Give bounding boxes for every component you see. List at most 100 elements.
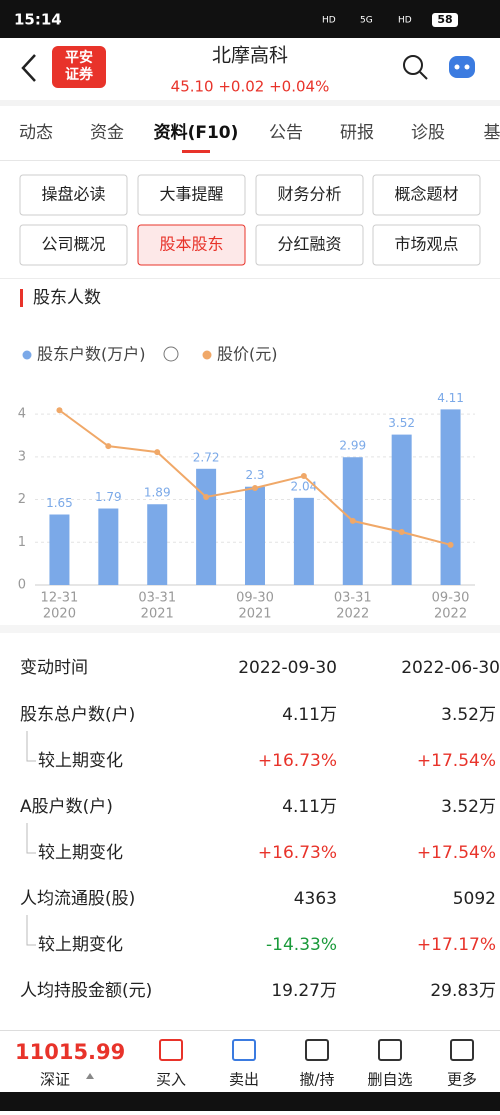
x-tick-label: 2021: [141, 607, 174, 622]
row-label: 股东总户数(户): [20, 705, 135, 725]
action-label[interactable]: 更多: [447, 1071, 477, 1089]
row-value: 5092: [453, 889, 496, 909]
x-tick-label: 2020: [43, 607, 76, 622]
legend-swatch: [203, 351, 212, 360]
row-label: 人均持股金额(元): [20, 981, 152, 1001]
row-value: 29.83万: [430, 981, 496, 1001]
tab[interactable]: 公告: [269, 123, 303, 143]
x-tick-label: 2022: [336, 607, 369, 622]
data-label: 1.89: [144, 486, 171, 500]
data-label: 3.52: [388, 416, 415, 430]
status-indicator: HD: [398, 16, 412, 26]
divider: [0, 278, 500, 279]
bottom-bar-border: [0, 1030, 500, 1031]
legend-swatch: [23, 351, 32, 360]
data-label: 1.65: [46, 496, 73, 510]
row-value: 4.11万: [282, 797, 337, 817]
action-label[interactable]: 卖出: [229, 1071, 259, 1089]
x-tick-label: 03-31: [138, 591, 176, 606]
line-point: [350, 518, 356, 524]
section-title: 股东人数: [33, 288, 101, 308]
line-point: [105, 443, 111, 449]
tab[interactable]: 动态: [19, 123, 53, 143]
stock-name: 北摩高科: [212, 45, 288, 67]
divider: [0, 100, 500, 106]
status-indicator: 5G: [360, 16, 373, 26]
section-marker: [20, 289, 23, 307]
row-label: A股户数(户): [20, 797, 113, 817]
x-tick-label: 2021: [238, 607, 271, 622]
table-header: 2022-09-30: [238, 658, 337, 678]
tab-indicator: [182, 150, 210, 153]
status-indicator: HD: [322, 16, 336, 26]
y-tick-label: 3: [18, 449, 26, 464]
tab[interactable]: 研报: [340, 123, 374, 143]
x-tick-label: 09-30: [236, 591, 274, 606]
row-label: 较上期变化: [38, 843, 123, 863]
bar: [98, 509, 118, 585]
action-label[interactable]: 删自选: [367, 1071, 412, 1089]
table-header: 2022-06-30: [401, 658, 500, 678]
row-value: +17.54%: [417, 751, 496, 771]
assistant-eye: [465, 65, 470, 70]
line-point: [252, 485, 258, 491]
tab[interactable]: 资金: [90, 123, 124, 143]
legend-label: 股价(元): [217, 345, 278, 364]
row-value: -14.33%: [266, 935, 337, 955]
line-point: [154, 449, 160, 455]
logo-text: 证券: [65, 66, 94, 83]
battery-level: 58: [437, 13, 452, 26]
assistant-icon[interactable]: [449, 56, 475, 78]
logo-text: 平安: [65, 49, 93, 66]
y-tick-label: 4: [18, 407, 26, 422]
table-header: 变动时间: [20, 658, 88, 678]
bar: [49, 515, 69, 586]
filter-button-label: 公司概况: [41, 235, 105, 254]
row-value: 19.27万: [271, 981, 337, 1001]
tab[interactable]: 诊股: [411, 123, 445, 143]
y-tick-label: 1: [18, 535, 26, 550]
filter-button-label: 财务分析: [277, 185, 341, 204]
row-value: 3.52万: [441, 705, 496, 725]
bar: [147, 504, 167, 585]
action-label[interactable]: 买入: [156, 1071, 186, 1089]
filter-button-label: 概念题材: [394, 185, 458, 204]
filter-button-label: 分红融资: [277, 235, 341, 254]
row-value: +17.17%: [417, 935, 496, 955]
clock: 15:14: [14, 11, 62, 29]
bar: [392, 435, 412, 585]
bar: [196, 469, 216, 585]
stock-quote: 45.10 +0.02 +0.04%: [171, 78, 330, 96]
x-tick-label: 12-31: [41, 591, 79, 606]
data-label: 2.72: [193, 450, 220, 464]
bar: [294, 498, 314, 585]
bar: [441, 409, 461, 585]
row-value: +17.54%: [417, 843, 496, 863]
line-point: [448, 542, 454, 548]
divider: [0, 160, 500, 161]
data-label: 2.99: [339, 439, 366, 453]
row-label: 较上期变化: [38, 751, 123, 771]
x-tick-label: 09-30: [432, 591, 470, 606]
index-value: 11015.99: [15, 1040, 125, 1064]
y-tick-label: 2: [18, 492, 26, 507]
status-bar: [0, 0, 500, 38]
data-label: 2.04: [291, 479, 318, 493]
divider: [0, 625, 500, 633]
row-label: 较上期变化: [38, 935, 123, 955]
y-tick-label: 0: [18, 578, 26, 593]
row-value: 4363: [294, 889, 337, 909]
bar: [245, 487, 265, 585]
tab[interactable]: 基: [484, 123, 500, 143]
filter-button-label: 股本股东: [159, 235, 223, 254]
x-tick-label: 2022: [434, 607, 467, 622]
tab[interactable]: 资料(F10): [154, 122, 239, 143]
row-value: +16.73%: [258, 843, 337, 863]
row-value: +16.73%: [258, 751, 337, 771]
action-label[interactable]: 撤/持: [299, 1071, 334, 1089]
filter-button-label: 操盘必读: [41, 185, 105, 204]
data-label: 4.11: [437, 391, 464, 405]
market-name: 深证: [40, 1071, 70, 1089]
